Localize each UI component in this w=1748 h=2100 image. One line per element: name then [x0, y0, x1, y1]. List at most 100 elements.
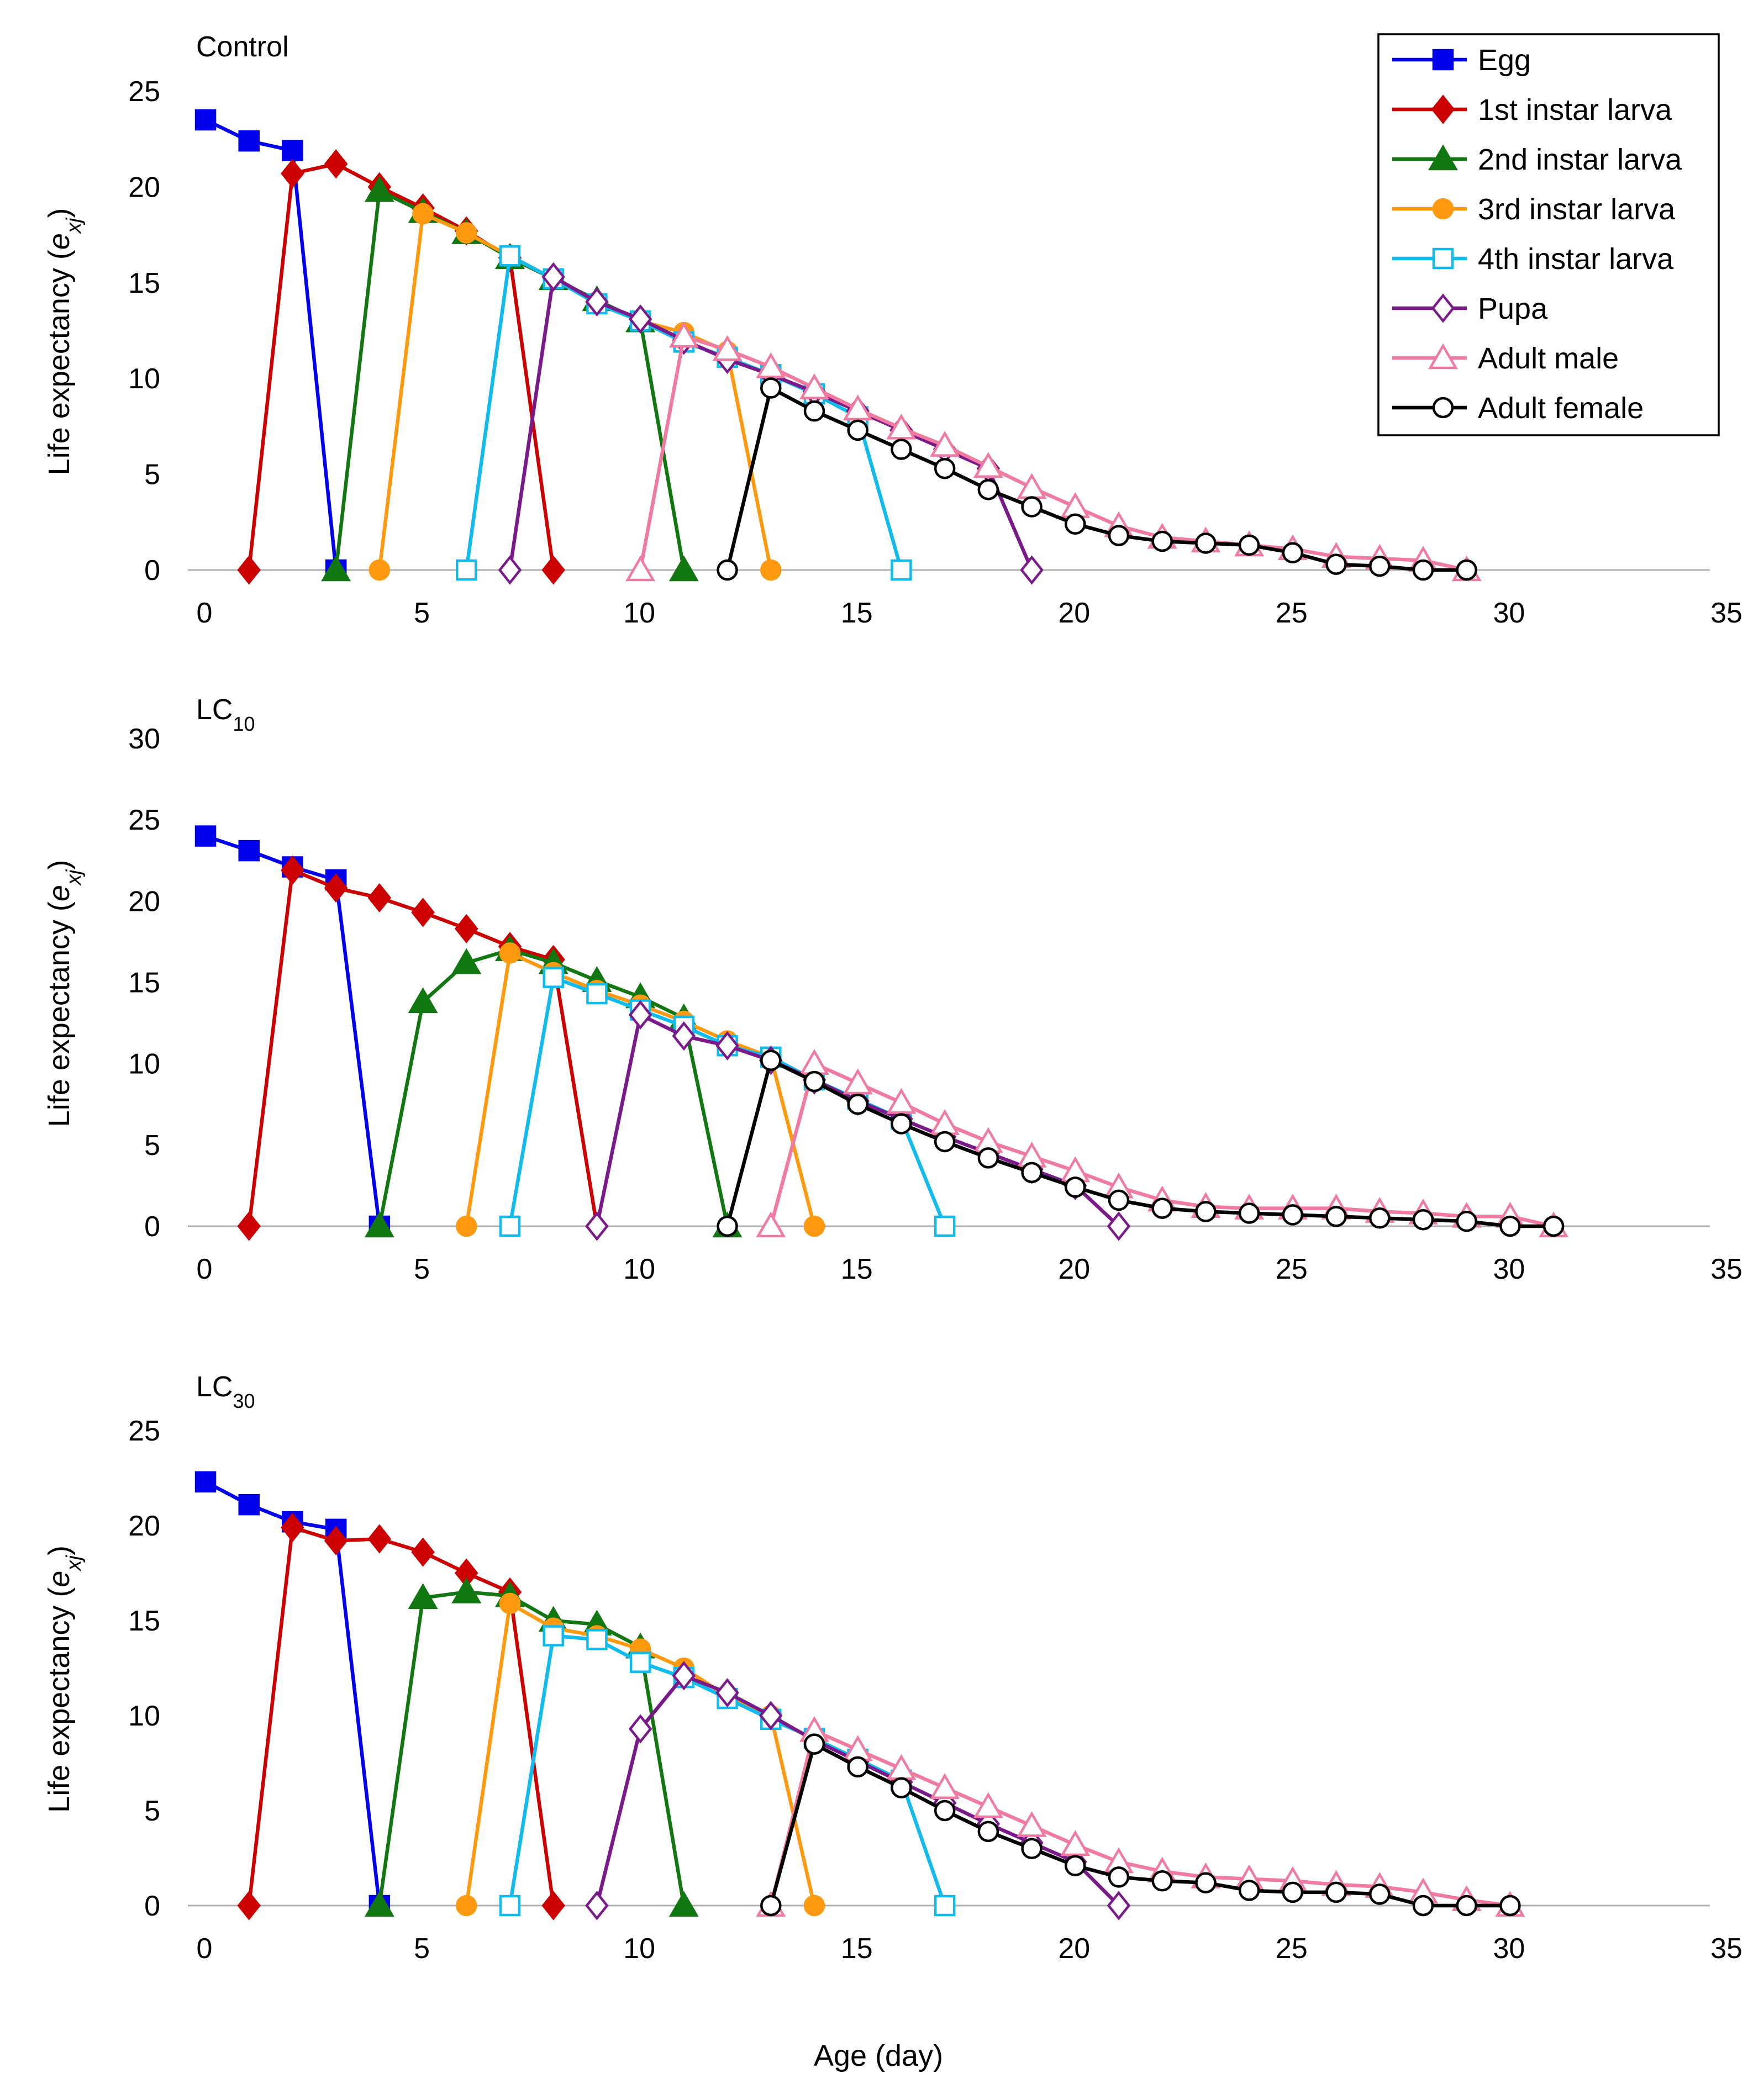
- data-point-l1: [411, 898, 435, 927]
- data-point-l3: [456, 222, 477, 244]
- data-point-female: [1542, 1215, 1565, 1237]
- y-axis-title-part: ): [43, 208, 76, 218]
- data-point-female: [1021, 496, 1043, 518]
- data-point-female: [1325, 553, 1347, 575]
- data-point-l3: [803, 1895, 825, 1917]
- y-tick-label: 25: [128, 1415, 160, 1447]
- data-point-female: [977, 479, 999, 500]
- data-point-male: [843, 394, 873, 420]
- series-female: [717, 377, 1477, 581]
- legend-label-male: Adult male: [1478, 342, 1619, 375]
- y-axis-title-part: e: [43, 885, 76, 901]
- y-tick-label: 0: [144, 1211, 160, 1243]
- data-point-female: [1195, 1872, 1217, 1893]
- legend-item-male: Adult male: [1392, 342, 1619, 375]
- data-point-l2: [408, 1583, 438, 1610]
- panel-title-main: LC: [196, 694, 233, 726]
- data-point-l1: [281, 855, 304, 885]
- data-point-pupa: [1107, 1211, 1131, 1241]
- y-tick-label: 5: [144, 1130, 160, 1162]
- data-point-l1: [324, 1526, 348, 1556]
- data-point-female: [1369, 555, 1391, 577]
- y-axis-title-part: Life expectancy (: [43, 901, 76, 1127]
- data-point-female: [1108, 525, 1130, 546]
- data-point-female: [1195, 1201, 1217, 1222]
- y-tick-label: 25: [128, 804, 160, 836]
- data-point-pupa: [1020, 555, 1044, 585]
- data-point-female: [760, 1895, 782, 1917]
- data-point-l2: [408, 987, 438, 1014]
- data-point-l1: [455, 914, 478, 943]
- y-tick-label: 20: [128, 1510, 160, 1542]
- series-female: [717, 1049, 1565, 1237]
- data-point-female: [1151, 1870, 1173, 1892]
- data-point-l1: [237, 1211, 261, 1241]
- legend-item-l1: 1st instar larva: [1392, 93, 1672, 126]
- data-point-l3: [456, 1895, 477, 1917]
- data-point-female: [1238, 1202, 1260, 1224]
- x-tick-label: 0: [197, 1933, 213, 1965]
- y-axis-title: Life expectancy (exj): [43, 860, 86, 1127]
- y-tick-label: 15: [128, 267, 160, 299]
- x-tick-label: 25: [1276, 1253, 1308, 1285]
- data-point-egg: [238, 1494, 260, 1516]
- x-tick-label: 20: [1058, 597, 1090, 629]
- y-axis-title-part: e: [43, 1571, 76, 1587]
- legend-label-l2: 2nd instar larva: [1478, 143, 1682, 176]
- data-point-pupa: [628, 1000, 652, 1030]
- data-point-pupa: [759, 1701, 783, 1730]
- data-point-pupa: [628, 1714, 652, 1744]
- data-point-l4: [586, 1629, 608, 1650]
- data-point-male: [973, 1792, 1003, 1818]
- panels: 0 5 10 15 20 25 0 5 10 15 20 25 30 35 Control Life expe…: [43, 31, 1742, 1965]
- y-axis-title-part: ): [43, 860, 76, 870]
- x-tick-label: 30: [1493, 1253, 1525, 1285]
- data-point-female: [1369, 1883, 1391, 1905]
- data-point-female: [891, 1777, 912, 1798]
- series-l1: [237, 1512, 565, 1920]
- data-point-l2: [321, 555, 351, 582]
- x-tick-label: 5: [414, 1253, 430, 1285]
- data-point-l1: [281, 159, 304, 188]
- data-point-female: [717, 1215, 738, 1237]
- data-point-male: [668, 321, 699, 348]
- y-tick-label: 10: [128, 1048, 160, 1080]
- data-point-male: [973, 452, 1003, 478]
- x-tick-label: 15: [841, 1933, 873, 1965]
- data-point-l4: [456, 559, 477, 581]
- y-axis-title: Life expectancy (exj): [43, 1545, 86, 1813]
- data-point-l4: [934, 1215, 956, 1237]
- legend-item-pupa: Pupa: [1392, 292, 1548, 325]
- data-point-female: [1499, 1895, 1521, 1917]
- y-axis-title-part: xj: [62, 869, 86, 886]
- x-tick-label: 5: [414, 597, 430, 629]
- data-point-pupa: [672, 1661, 696, 1691]
- y-tick-label: 0: [144, 1890, 160, 1922]
- panel-title-sub: 30: [233, 1390, 255, 1412]
- data-point-l1: [541, 1891, 565, 1920]
- x-tick-label: 30: [1493, 597, 1525, 629]
- x-tick-label: 20: [1058, 1253, 1090, 1285]
- data-point-female: [1065, 1176, 1086, 1198]
- data-point-male: [886, 413, 917, 440]
- y-tick-label: 25: [128, 76, 160, 108]
- data-point-female: [934, 457, 956, 479]
- legend-label-l3: 3rd instar larva: [1478, 193, 1676, 226]
- data-point-l2: [364, 1891, 394, 1917]
- legend: Egg 1st instar larva 2nd instar larva 3rd i…: [1377, 33, 1720, 436]
- data-point-l2: [364, 176, 394, 202]
- y-axis-title: Life expectancy (exj): [43, 208, 86, 476]
- data-point-female: [934, 1131, 956, 1153]
- data-point-male: [1017, 1811, 1047, 1837]
- data-point-egg: [194, 109, 217, 131]
- legend-item-l2: 2nd instar larva: [1392, 143, 1682, 176]
- legend-marker-l3: [1432, 198, 1454, 220]
- x-tick-label: 10: [623, 597, 655, 629]
- data-point-l1: [411, 1537, 435, 1567]
- data-point-l2: [364, 1211, 394, 1238]
- y-tick-label: 10: [128, 1700, 160, 1732]
- data-point-female: [1456, 559, 1477, 581]
- legend-item-l4: 4th instar larva: [1392, 242, 1674, 276]
- legend-marker-pupa: [1431, 293, 1455, 323]
